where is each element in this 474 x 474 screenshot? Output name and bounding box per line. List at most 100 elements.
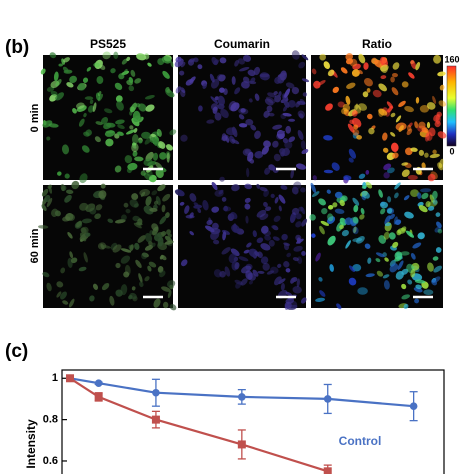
cell — [38, 225, 49, 229]
cell — [137, 218, 143, 226]
cell — [149, 230, 153, 236]
cell — [291, 86, 300, 95]
cell — [217, 103, 225, 110]
cell — [141, 131, 151, 139]
cell — [144, 95, 155, 100]
cell — [394, 192, 399, 199]
cell — [360, 207, 365, 215]
cell — [432, 95, 437, 104]
cell — [58, 63, 63, 67]
cell — [380, 75, 387, 80]
cell — [278, 194, 286, 204]
cell — [259, 186, 268, 192]
cell — [180, 87, 186, 93]
cell — [143, 205, 154, 215]
cell — [341, 229, 349, 237]
cell — [69, 75, 78, 84]
cell — [72, 108, 77, 114]
cell — [398, 125, 404, 132]
cell — [44, 194, 51, 203]
cell — [180, 259, 188, 267]
cell — [298, 61, 306, 69]
cell — [129, 125, 134, 130]
cell — [138, 273, 143, 283]
cell — [259, 73, 270, 78]
cell — [348, 148, 357, 159]
cell — [282, 112, 292, 117]
cell — [280, 283, 285, 291]
cell — [334, 191, 343, 199]
cell — [131, 134, 139, 145]
cell — [165, 89, 175, 98]
cell — [390, 142, 399, 152]
cell — [272, 140, 279, 148]
cell — [297, 129, 304, 141]
cell — [136, 53, 147, 61]
cell — [98, 190, 107, 199]
data-point — [66, 374, 75, 383]
cell — [245, 118, 254, 126]
cell — [62, 216, 71, 222]
cell — [120, 284, 128, 296]
cell — [315, 252, 321, 262]
cell — [298, 113, 304, 119]
cell — [250, 77, 256, 84]
cell — [70, 257, 78, 264]
cell — [153, 233, 163, 242]
micrographs — [38, 50, 447, 311]
cell — [432, 199, 438, 205]
cell — [231, 184, 240, 192]
cell — [323, 135, 333, 141]
cell — [248, 280, 254, 285]
cell — [225, 127, 237, 136]
cell — [189, 231, 194, 236]
cell — [239, 67, 250, 72]
cell — [85, 232, 91, 237]
cell — [372, 89, 382, 98]
cell — [277, 263, 282, 268]
cell — [274, 276, 282, 286]
cell — [165, 144, 174, 151]
cell — [344, 217, 353, 226]
cell — [223, 205, 229, 212]
cell — [153, 298, 161, 308]
cell — [230, 248, 240, 257]
cell — [392, 62, 400, 70]
cell — [327, 235, 336, 246]
cell — [401, 169, 410, 177]
cell — [326, 189, 331, 194]
cell — [421, 192, 429, 200]
cell — [161, 286, 171, 292]
cell — [143, 158, 153, 166]
cell — [311, 191, 320, 198]
cell — [392, 72, 398, 78]
cell — [64, 173, 70, 179]
cell — [352, 237, 363, 242]
cell — [223, 88, 228, 95]
cell — [268, 164, 276, 171]
cell — [56, 291, 62, 298]
cell — [278, 91, 282, 98]
cell — [388, 232, 396, 240]
cell — [138, 139, 143, 144]
cell — [290, 169, 295, 179]
cell — [235, 281, 242, 289]
y-tick-label: 0.6 — [43, 455, 58, 467]
cell — [153, 200, 159, 205]
cell — [280, 184, 288, 190]
cell — [348, 265, 356, 273]
cell — [432, 149, 437, 154]
cell — [426, 102, 436, 110]
cell — [365, 181, 373, 189]
cell — [277, 130, 286, 135]
cell — [71, 180, 80, 190]
cell — [175, 86, 182, 94]
cell — [349, 58, 358, 67]
cell — [180, 134, 188, 142]
cell — [265, 206, 272, 212]
cell — [41, 188, 49, 197]
cell — [410, 189, 419, 198]
cell — [123, 202, 129, 208]
cell — [310, 182, 317, 193]
cell — [267, 112, 275, 117]
